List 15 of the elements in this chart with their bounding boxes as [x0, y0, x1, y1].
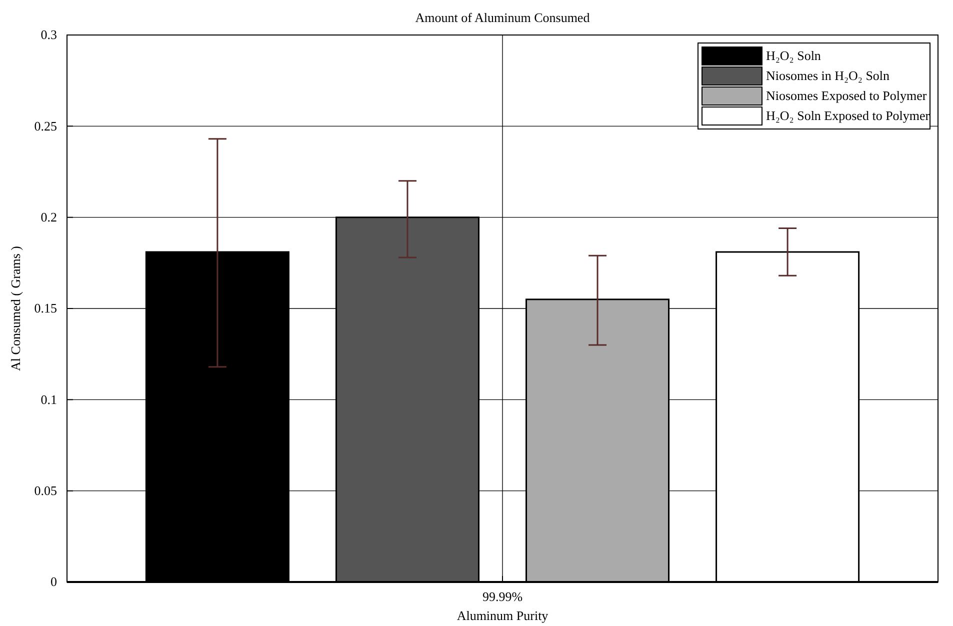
y-tick-label: 0.1 [40, 392, 57, 407]
y-tick-label: 0.25 [34, 118, 57, 134]
y-tick-label: 0 [50, 574, 57, 590]
x-axis-title: Aluminum Purity [456, 608, 549, 623]
x-tick-label: 99.99% [482, 589, 523, 604]
y-tick-label: 0.15 [34, 300, 57, 316]
legend-label: Niosomes Exposed to Polymer [766, 88, 928, 103]
y-tick-label: 0.2 [40, 209, 57, 224]
legend-label: H₂O₂ Soln Exposed to Polymer [766, 108, 930, 123]
chart-title: Amount of Aluminum Consumed [415, 10, 590, 25]
y-tick-label: 0.3 [40, 27, 57, 42]
y-axis-title: Al Consumed ( Grams ) [8, 246, 23, 371]
legend-label: Niosomes in H₂O₂ Soln [766, 68, 890, 83]
y-tick-label: 0.05 [34, 482, 57, 498]
legend-label: H₂O₂ Soln [766, 48, 822, 63]
